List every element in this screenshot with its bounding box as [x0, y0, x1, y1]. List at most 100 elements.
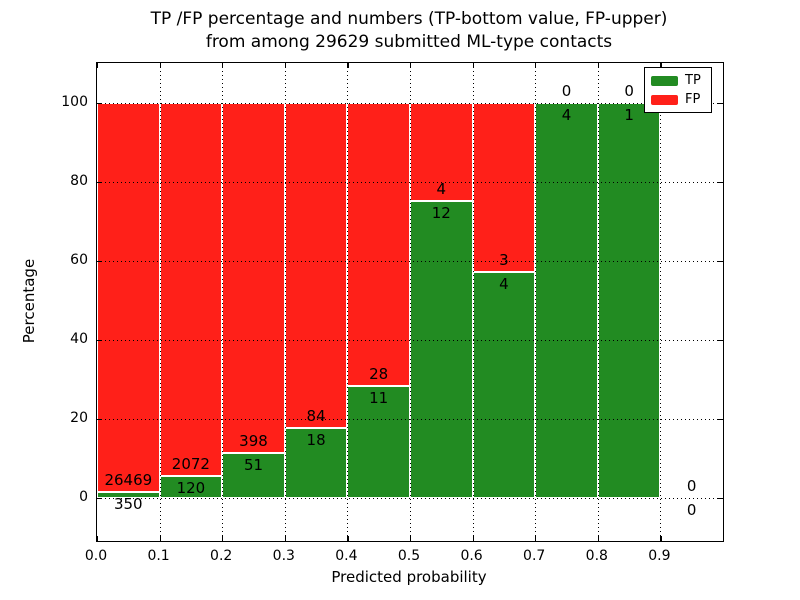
y-tick-mark [97, 102, 102, 104]
plot-area: 26469 350 2072 120 398 51 84 18 28 11 4 12 3 4 0 4 0 1 0 0 … [96, 62, 724, 542]
x-tick-mark [97, 536, 99, 541]
y-tick-mark-right [718, 181, 723, 183]
y-tick-label: 100 [61, 93, 88, 110]
bar-tp-segment [597, 102, 661, 498]
chart-subtitle: from among 29629 submitted ML-type conta… [205, 32, 613, 52]
x-tick-mark [347, 536, 349, 541]
tp-count-label: 51 [243, 455, 264, 474]
x-tick-mark [159, 536, 161, 541]
fp-swatch-icon [651, 94, 678, 105]
fp-count-label: 0 [624, 81, 634, 100]
bar-tp-segment [535, 102, 598, 498]
y-tick-mark [97, 260, 102, 262]
legend-label-fp: FP [685, 91, 701, 107]
y-tick-mark [97, 181, 102, 183]
x-tick-label: 0.4 [335, 548, 358, 564]
legend: TP FP [644, 67, 712, 113]
x-tick-mark-top [222, 63, 224, 68]
x-tick-mark [597, 536, 600, 541]
fp-count-label: 2072 [171, 454, 210, 473]
x-tick-mark-top [347, 63, 349, 68]
fp-count-label: 84 [306, 406, 326, 425]
x-tick-label: 0.3 [272, 548, 295, 564]
y-tick-label: 40 [70, 330, 88, 347]
fp-count-label: 0 [561, 81, 572, 100]
x-tick-mark [222, 536, 224, 541]
y-tick-mark [97, 497, 102, 499]
x-tick-label: 0.7 [523, 548, 546, 564]
bar-tp-segment [410, 201, 473, 498]
bar-fp-segment [347, 102, 410, 387]
tp-count-label: 0 [686, 500, 697, 519]
x-tick-mark-top [159, 63, 161, 68]
y-axis-label: Percentage [20, 258, 38, 344]
chart-title: TP /FP percentage and numbers (TP-bottom… [150, 9, 668, 29]
bar-fp-segment [472, 102, 536, 272]
y-tick-label: 20 [70, 409, 88, 426]
y-tick-mark [97, 418, 102, 420]
gridline-vertical [284, 63, 286, 541]
y-tick-mark [97, 339, 102, 341]
bars-layer [97, 63, 723, 541]
y-tick-label: 0 [79, 488, 88, 505]
y-tick-label: 80 [70, 172, 88, 189]
x-tick-label: 0.8 [585, 548, 608, 564]
y-tick-label: 60 [70, 251, 88, 268]
x-tick-label: 0.6 [460, 548, 483, 564]
x-tick-mark [472, 536, 474, 541]
fp-count-label: 28 [369, 365, 389, 384]
ticks-layer [97, 63, 723, 541]
x-tick-mark-top [97, 63, 99, 68]
fp-count-label: 398 [239, 431, 268, 450]
gridline-vertical [347, 63, 349, 541]
x-tick-mark [535, 536, 537, 541]
tp-count-label: 4 [499, 274, 509, 293]
gridline-vertical [410, 63, 411, 541]
x-tick-label: 0.0 [84, 548, 108, 564]
tp-count-label: 11 [369, 389, 389, 408]
tp-count-label: 1 [624, 105, 634, 124]
gridline-vertical [597, 63, 599, 541]
x-tick-label: 0.9 [648, 548, 671, 564]
gridline-vertical [472, 63, 474, 541]
bar-fp-segment [159, 102, 223, 476]
fp-count-label: 0 [686, 476, 697, 495]
x-tick-mark-top [284, 63, 287, 68]
gridline-vertical [535, 63, 537, 541]
y-tick-mark-right [718, 260, 723, 262]
gridline-vertical [660, 63, 662, 541]
y-tick-mark-right [718, 102, 723, 104]
x-tick-mark [660, 536, 662, 541]
bar-labels-layer: 26469 350 2072 120 398 51 84 18 28 11 4 12 3 4 0 4 0 1 0 0 [97, 63, 723, 541]
x-tick-mark-top [660, 63, 662, 68]
tp-count-label: 120 [176, 478, 206, 497]
gridline-vertical [159, 63, 161, 541]
tp-count-label: 4 [561, 105, 572, 124]
fp-count-label: 4 [436, 180, 447, 199]
x-tick-mark-top [410, 63, 412, 68]
x-tick-mark-top [535, 63, 537, 68]
gridlines-layer [97, 63, 723, 541]
x-tick-mark [410, 536, 412, 541]
x-tick-mark-top [472, 63, 474, 68]
x-axis-label: Predicted probability [331, 568, 487, 586]
x-tick-mark-top [597, 63, 600, 68]
tp-swatch-icon [651, 75, 678, 86]
legend-label-tp: TP [685, 72, 701, 88]
y-tick-mark-right [718, 339, 723, 341]
x-tick-mark [284, 536, 287, 541]
x-tick-label: 0.2 [210, 548, 233, 564]
fp-count-label: 26469 [104, 471, 153, 490]
legend-item-fp: FP [651, 91, 705, 107]
x-tick-label: 0.5 [397, 548, 421, 564]
tp-count-label: 350 [113, 495, 143, 514]
tp-count-label: 12 [431, 204, 451, 223]
bar-fp-segment [97, 102, 160, 493]
fp-count-label: 3 [499, 250, 509, 269]
bar-tp-segment [97, 492, 160, 498]
y-tick-mark-right [718, 497, 723, 499]
gridline-vertical [222, 63, 224, 541]
x-tick-label: 0.1 [147, 548, 170, 564]
y-tick-mark-right [718, 418, 723, 420]
